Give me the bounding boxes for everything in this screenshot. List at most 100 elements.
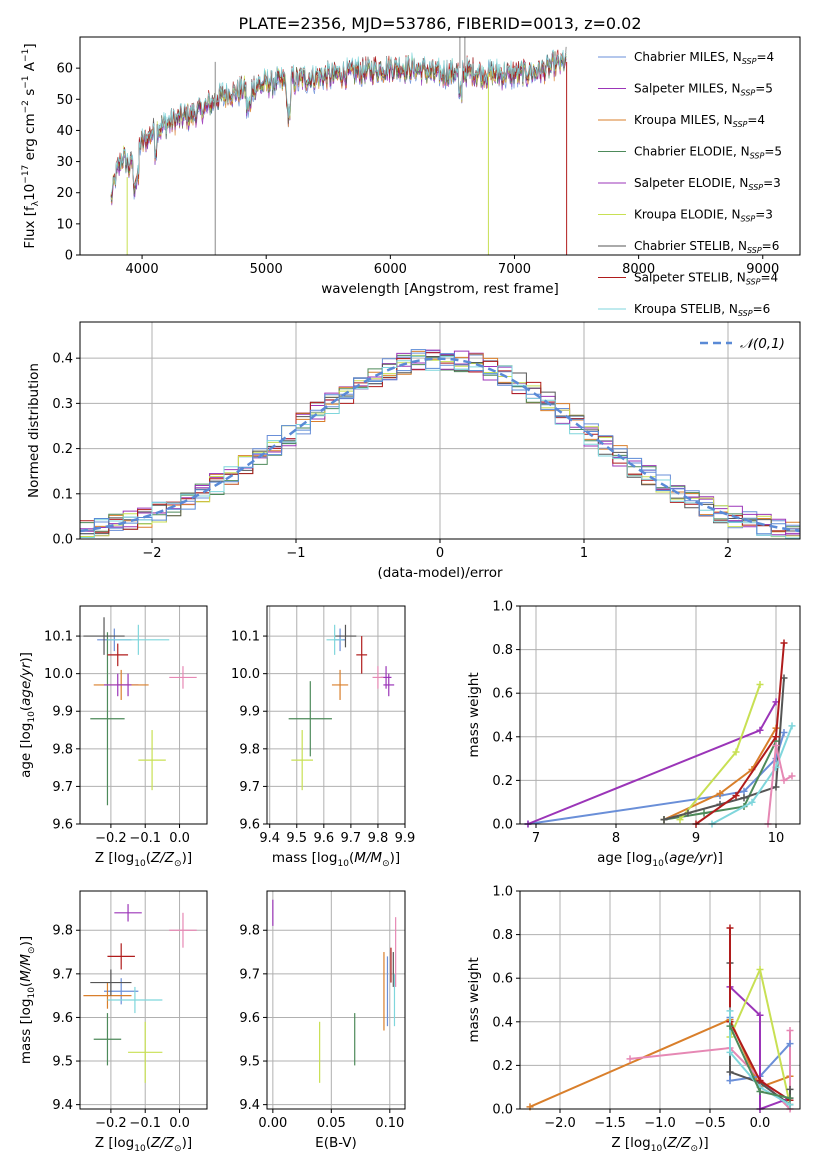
mass-vs-EBV-ytick-label: 9.8: [239, 924, 260, 939]
spectrum-ytick-label: 30: [56, 155, 73, 170]
mass-weight-vs-age-series-marker: [740, 794, 748, 802]
mass-vs-Z-axes: −0.2 −0.1 0.0 9.4 9.5 9.6 9.7 9.8: [52, 891, 207, 1131]
mass-weight-vs-age-ytick-label: 1.0: [492, 600, 513, 615]
spectrum-frame: [79, 36, 801, 256]
mass-vs-EBV-xlabel: E(B-V): [315, 1135, 357, 1151]
mass-weight-vs-Z-series-marker: [756, 1077, 764, 1085]
mass-weight-vs-age-series-5: [663, 677, 785, 821]
mass-weight-vs-age-ytick-label: 0.2: [492, 774, 513, 789]
mass-weight-vs-Z-series-marker: [726, 1022, 734, 1030]
mass-vs-EBV-ytick-label: 9.5: [239, 1055, 260, 1070]
mass-vs-Z-xtick-label: −0.2: [95, 1116, 127, 1131]
mass-weight-vs-age-xtick-label: 8: [612, 831, 620, 846]
age-vs-Z-ytick-label: 9.6: [52, 818, 73, 833]
residuals-xtick-label: 1: [580, 546, 588, 561]
age-vs-Z-frame: [79, 605, 208, 825]
residuals-xtick-label: 0: [436, 546, 444, 561]
mass-weight-vs-age-series-marker: [676, 816, 684, 824]
plot-layer: 4000 5000 6000 7000 8000 90000102030405060Cha…: [18, 36, 801, 1154]
mass-weight-vs-age-series-marker: [780, 639, 788, 647]
mass-weight-vs-Z-series-marker: [786, 1085, 794, 1093]
mass-weight-vs-age-series-6: [695, 643, 785, 825]
mass-weight-vs-Z-ytick-label: 0.0: [492, 1103, 513, 1118]
mass-weight-vs-age-series-marker: [748, 798, 756, 806]
legend-label: 𝒩(0,1): [740, 336, 785, 352]
age-vs-Z-xlabel: Z [log10(Z/Z⊙)]: [95, 850, 192, 869]
spectrum-ytick-label: 10: [56, 217, 73, 232]
mass-vs-EBV-ytick-label: 9.4: [239, 1098, 260, 1113]
mass-weight-vs-Z-series-marker: [786, 1094, 794, 1102]
residuals-xtick-label: 2: [724, 546, 732, 561]
mass-weight-vs-Z-ylabel: mass weight: [466, 957, 482, 1042]
residuals-ytick-label: 0.3: [52, 397, 73, 412]
mass-weight-vs-Z-series-marker: [726, 924, 734, 932]
mass-weight-vs-age-series-marker: [732, 748, 740, 756]
mass-weight-vs-Z-series-7: [729, 1010, 791, 1106]
mass-weight-vs-age-series-marker: [700, 809, 708, 817]
mass-vs-Z-ytick-label: 9.5: [52, 1055, 73, 1070]
residuals-xlabel: (data-model)/error: [377, 565, 503, 581]
legend-label: Chabrier ELODIE, NSSP=5: [634, 145, 782, 161]
age-vs-mass-xlabel: mass [log10(M/M⊙)]: [272, 850, 400, 869]
residual-histogram-9: [80, 349, 800, 535]
spectrum-series-8: [110, 49, 567, 194]
residuals-ytick-label: 0.0: [52, 533, 73, 548]
age-vs-mass-xtick-label: 9.5: [286, 831, 307, 846]
mass-weight-vs-Z-series-marker: [786, 1027, 794, 1035]
mass-weight-vs-age-ytick-label: 0.6: [492, 687, 513, 702]
age-vs-Z-axes: −0.2 −0.1 0.0 9.6 9.7 9.8 9.9 10.0 10.1: [44, 606, 207, 846]
mass-weight-vs-Z-ytick-label: 0.6: [492, 972, 513, 987]
mass-weight-vs-age-xtick-label: 10: [768, 831, 785, 846]
mass-weight-vs-Z-series-marker: [726, 1068, 734, 1076]
mass-weight-vs-Z-xtick-label: −2.0: [544, 1116, 576, 1131]
mass-vs-EBV-frame: [266, 890, 406, 1110]
mass-vs-EBV-axes: 0.00 0.05 0.10 9.4 9.5 9.6 9.7 9.8: [239, 891, 405, 1131]
age-vs-Z-xtick-label: 0.0: [169, 831, 190, 846]
mass-weight-vs-Z-ytick-label: 0.8: [492, 928, 513, 943]
spectrum-axes: 4000 5000 6000 7000 8000 9000 0 10 20 30 40 50 60: [56, 62, 779, 277]
age-vs-Z-ytick-label: 9.8: [52, 742, 73, 757]
spectrum-xlabel: wavelength [Angstrom, rest frame]: [321, 281, 559, 297]
legend-label: Chabrier MILES, NSSP=4: [634, 50, 774, 66]
mass-weight-vs-Z-ytick-label: 1.0: [492, 885, 513, 900]
residuals-xtick-label: −1: [286, 546, 305, 561]
mass-weight-vs-age-series-marker: [756, 680, 764, 688]
spectrum-xtick-label: 6000: [374, 262, 407, 277]
age-vs-Z-ytick-label: 9.7: [52, 780, 73, 795]
mass-weight-vs-Z-ytick-label: 0.2: [492, 1059, 513, 1074]
age-vs-mass-ytick-label: 9.8: [239, 742, 260, 757]
age-vs-mass-ytick-label: 10.1: [231, 630, 260, 645]
mass-vs-EBV-ytick-label: 9.7: [239, 967, 260, 982]
mass-vs-EBV-ytick-label: 9.6: [239, 1011, 260, 1026]
spectrum-ylabel: Flux [fλ10−17 erg cm−2 s−1 A−1]: [21, 43, 41, 248]
age-vs-Z-ylabel: age [log10(age/yr)]: [18, 652, 37, 778]
mass-weight-vs-age-ytick-label: 0.0: [492, 818, 513, 833]
mass-weight-vs-Z-series-marker: [756, 1088, 764, 1096]
age-vs-mass-ytick-label: 10.0: [231, 667, 260, 682]
mass-weight-vs-age-series-marker: [732, 792, 740, 800]
spectrum-ytick-label: 40: [56, 124, 73, 139]
mass-weight-vs-age-ytick-label: 0.4: [492, 730, 513, 745]
mass-weight-vs-age-series-8: [767, 745, 793, 825]
legend-label: Kroupa ELODIE, NSSP=3: [634, 208, 773, 224]
age-vs-Z-xtick-label: −0.2: [95, 831, 127, 846]
mass-weight-vs-Z-axes: −2.0 −1.5 −1.0 −0.5 0.0 0.0 0.2 0.4 0.6 0.8 1.0: [492, 885, 800, 1131]
mass-weight-vs-Z-series-marker: [786, 1040, 794, 1048]
mass-weight-vs-Z-series-marker: [786, 1101, 794, 1109]
mass-weight-vs-age-series-marker: [716, 789, 724, 797]
residuals-ytick-label: 0.1: [52, 487, 73, 502]
age-vs-mass-axes: 9.4 9.5 9.6 9.7 9.8 9.9 9.6 9.7 9.8 9.9 10.0 10.1: [231, 606, 415, 846]
mass-weight-vs-age-series-7: [711, 725, 793, 825]
mass-vs-Z-frame: [79, 890, 208, 1110]
mass-weight-vs-age-xtick-label: 9: [692, 831, 700, 846]
spectrum-ytick-label: 50: [56, 93, 73, 108]
mass-weight-vs-age-series-marker: [740, 787, 748, 795]
age-vs-mass-frame: [266, 605, 406, 825]
mass-weight-vs-age-series-marker: [780, 776, 788, 784]
spectrum-ytick-label: 20: [56, 186, 73, 201]
legend-label: Chabrier STELIB, NSSP=6: [634, 239, 779, 255]
age-vs-Z-ytick-label: 10.0: [44, 667, 73, 682]
legend-label: Kroupa STELIB, NSSP=6: [634, 302, 770, 318]
age-vs-Z-ytick-label: 9.9: [52, 705, 73, 720]
